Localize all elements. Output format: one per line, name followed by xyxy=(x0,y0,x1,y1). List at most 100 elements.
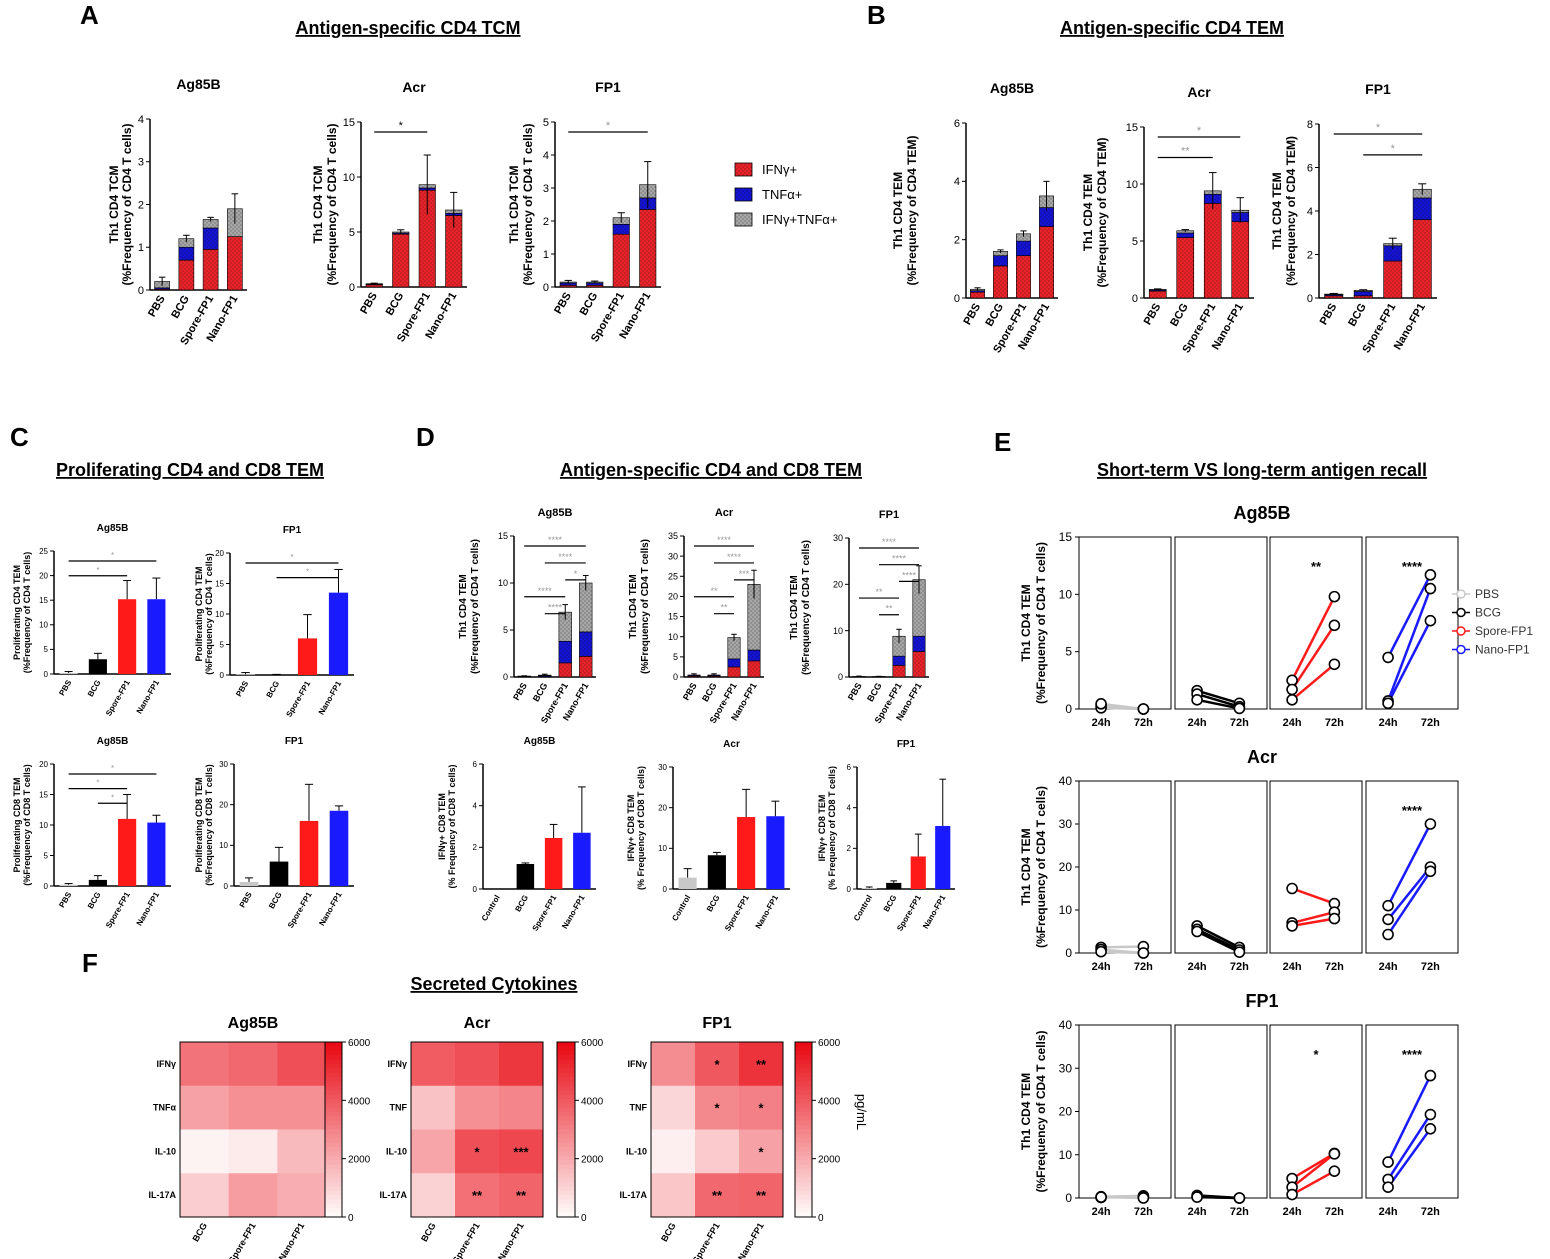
colorbar-step xyxy=(795,1112,812,1117)
colorbar-step xyxy=(557,1068,575,1074)
y-axis-label: IFNγ+ CD8 TEM xyxy=(437,793,447,860)
bar-texture xyxy=(203,228,219,250)
heat-cell xyxy=(651,1129,696,1174)
point xyxy=(1286,882,1298,895)
chart-d6: 0 2 4 6 IFNγ+ CD8 TEM (% Frequency of CD8 T c… xyxy=(817,739,955,933)
heat-cell xyxy=(499,1085,544,1130)
heat-cell xyxy=(228,1173,278,1218)
x-tick-label: 72h xyxy=(1421,961,1440,973)
y-tick-label: 4 xyxy=(473,801,478,810)
colorbar-step xyxy=(325,1125,342,1130)
legend-label: IFNγ+ xyxy=(762,162,797,177)
significance-label: ** xyxy=(516,1188,527,1203)
significance-label: ** xyxy=(756,1057,767,1072)
y-axis-label: IFNγ+ CD8 TEM xyxy=(817,795,827,862)
significance-label: ** xyxy=(710,586,718,596)
point xyxy=(1382,651,1394,664)
heatmap-frame xyxy=(410,1041,544,1218)
bar-texture xyxy=(613,224,630,235)
colorbar-step xyxy=(795,1094,812,1100)
point xyxy=(1328,1165,1341,1177)
pair-line xyxy=(1196,928,1240,952)
y-tick-label: 40 xyxy=(1059,774,1073,788)
colorbar-step xyxy=(325,1107,342,1113)
x-tick-label: BCG xyxy=(1346,302,1369,329)
bar-texture xyxy=(1231,221,1249,298)
chart-title: FP1 xyxy=(283,525,302,536)
y-tick-label: 0 xyxy=(1065,946,1072,960)
bar xyxy=(935,825,951,889)
point xyxy=(1233,702,1246,715)
y-tick-label: 5 xyxy=(349,227,355,239)
bar-texture xyxy=(912,579,926,637)
y-tick-label: 4 xyxy=(138,114,144,126)
chart-title: FP1 xyxy=(702,1015,731,1032)
bar-texture xyxy=(558,662,572,677)
y-tick-label: 0 xyxy=(663,885,668,894)
colorbar-step xyxy=(325,1190,342,1196)
bar xyxy=(766,816,785,889)
x-tick-label: 72h xyxy=(1134,717,1153,729)
bar-texture xyxy=(1383,261,1402,298)
x-tick-label: BCG xyxy=(86,679,103,699)
y-tick-label: 20 xyxy=(658,803,667,812)
x-tick-label: 72h xyxy=(1325,717,1344,729)
colorbar-step xyxy=(325,1164,342,1170)
panel-letter-e: E xyxy=(994,427,1011,457)
point xyxy=(1424,1108,1437,1121)
colorbar-tick-label: 2000 xyxy=(348,1155,371,1166)
bar-texture xyxy=(227,236,243,290)
y-tick-label: 4 xyxy=(847,803,852,812)
y-tick-label: 0 xyxy=(220,671,225,680)
colorbar-unit: pg/mL xyxy=(854,1094,869,1130)
y-axis-label: Th1 CD4 TEM xyxy=(1019,1073,1033,1150)
pair-line xyxy=(1101,1195,1144,1200)
x-tick-label: 24h xyxy=(1092,717,1111,729)
significance-label: *** xyxy=(739,569,750,579)
bar-texture xyxy=(586,285,603,287)
bar xyxy=(886,882,902,889)
bar-texture xyxy=(178,238,194,248)
x-tick-label: 72h xyxy=(1421,1206,1440,1218)
bar-texture xyxy=(445,215,462,287)
bar-texture xyxy=(579,583,593,632)
y-tick-label: 6 xyxy=(847,763,852,772)
colorbar-step xyxy=(557,1129,575,1135)
heat-cell xyxy=(455,1085,500,1130)
colorbar-frame xyxy=(556,1041,576,1218)
y-axis-sublabel: (%Frequency of CD4 T cells) xyxy=(204,553,214,675)
pair-line xyxy=(1290,596,1336,681)
point xyxy=(1424,818,1437,830)
colorbar-step xyxy=(557,1077,575,1082)
y-tick-label: 30 xyxy=(1059,817,1073,831)
y-tick-label: 10 xyxy=(219,841,228,850)
point xyxy=(1424,582,1437,595)
pair-line xyxy=(1386,588,1432,702)
x-tick-label: 72h xyxy=(1230,961,1249,973)
bar xyxy=(328,592,349,675)
colorbar-step xyxy=(557,1138,575,1144)
panel-title-d: Antigen-specific CD4 and CD8 TEM xyxy=(560,460,862,480)
y-tick-label: 0 xyxy=(1307,293,1313,305)
y-tick-label: 15 xyxy=(215,579,224,588)
column-label: Nano-FP1 xyxy=(496,1221,526,1259)
colorbar-step xyxy=(557,1090,575,1095)
chart-title: Acr xyxy=(1187,84,1211,100)
heat-cell xyxy=(277,1042,327,1087)
colorbar-step xyxy=(557,1055,575,1060)
bar xyxy=(297,638,318,675)
y-tick-label: 10 xyxy=(1059,903,1073,917)
heat-cell xyxy=(651,1173,696,1218)
facet-nano-fp1 xyxy=(1365,536,1459,710)
heat-cell xyxy=(180,1129,230,1174)
significance-label: ** xyxy=(720,603,728,613)
point xyxy=(1233,1192,1246,1204)
colorbar-step xyxy=(795,1120,812,1126)
panel-title-c: Proliferating CD4 and CD8 TEM xyxy=(56,460,324,480)
bar-texture xyxy=(579,631,593,657)
panel-title-e: Short-term VS long-term antigen recall xyxy=(1097,460,1427,480)
colorbar-step xyxy=(557,1081,575,1087)
x-tick-label: 72h xyxy=(1325,1206,1344,1218)
column-label: Nano-FP1 xyxy=(277,1221,307,1259)
pair-line xyxy=(1387,1113,1432,1181)
